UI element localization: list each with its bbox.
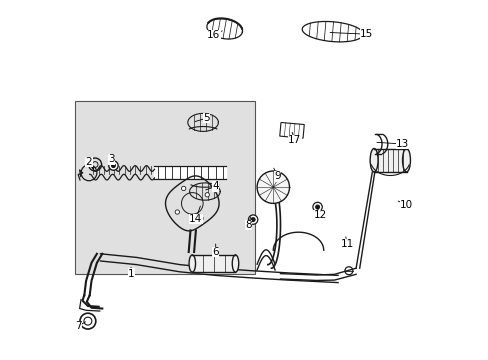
Circle shape	[251, 218, 254, 221]
Text: 12: 12	[313, 210, 326, 220]
Bar	[75, 101, 255, 274]
Circle shape	[204, 193, 209, 197]
Circle shape	[315, 205, 319, 209]
Text: 4: 4	[212, 181, 219, 192]
Text: 1: 1	[127, 269, 134, 279]
Text: 17: 17	[288, 135, 301, 145]
Circle shape	[312, 202, 322, 212]
Text: 3: 3	[108, 154, 114, 165]
Ellipse shape	[232, 255, 238, 272]
Circle shape	[257, 171, 289, 203]
Circle shape	[248, 215, 257, 224]
Circle shape	[175, 210, 179, 214]
Ellipse shape	[402, 148, 409, 172]
Text: 6: 6	[212, 247, 219, 257]
Text: 13: 13	[395, 139, 408, 149]
Text: 9: 9	[274, 171, 281, 181]
Circle shape	[108, 161, 118, 170]
Ellipse shape	[369, 148, 377, 172]
Text: 2: 2	[85, 157, 92, 167]
Text: 10: 10	[399, 200, 412, 210]
Circle shape	[199, 216, 203, 221]
Text: 7: 7	[76, 321, 82, 331]
Circle shape	[181, 186, 185, 190]
Text: 8: 8	[244, 220, 251, 230]
Circle shape	[111, 164, 115, 167]
Text: 15: 15	[360, 29, 373, 39]
Text: 14: 14	[189, 214, 202, 224]
Ellipse shape	[189, 255, 195, 272]
Text: 5: 5	[203, 113, 209, 123]
Text: 11: 11	[340, 239, 353, 249]
Text: 16: 16	[207, 30, 220, 40]
